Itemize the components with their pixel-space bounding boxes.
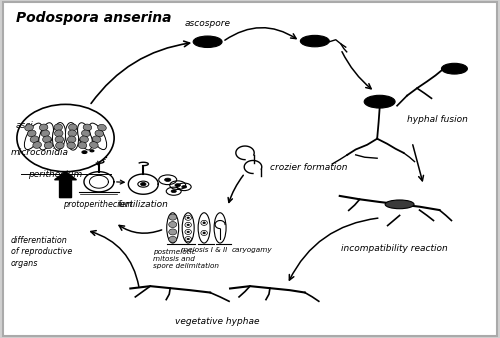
Ellipse shape xyxy=(55,136,64,143)
Ellipse shape xyxy=(66,123,78,150)
Text: incompatibility reaction: incompatibility reaction xyxy=(341,244,448,253)
Text: asci: asci xyxy=(16,121,34,130)
Ellipse shape xyxy=(198,213,210,243)
Ellipse shape xyxy=(187,217,190,219)
Ellipse shape xyxy=(166,213,178,243)
Ellipse shape xyxy=(44,142,53,149)
Ellipse shape xyxy=(193,36,222,47)
Ellipse shape xyxy=(41,130,50,137)
Ellipse shape xyxy=(68,130,76,137)
Text: crozier formation: crozier formation xyxy=(270,163,347,172)
Ellipse shape xyxy=(89,123,106,150)
Ellipse shape xyxy=(78,123,92,150)
Ellipse shape xyxy=(68,136,76,143)
Ellipse shape xyxy=(82,151,87,153)
Ellipse shape xyxy=(168,236,176,242)
Ellipse shape xyxy=(168,221,176,227)
Ellipse shape xyxy=(78,142,87,149)
Ellipse shape xyxy=(95,130,104,137)
Text: ascospore: ascospore xyxy=(184,19,230,28)
Text: differentiation
of reproductive
organs: differentiation of reproductive organs xyxy=(10,236,72,267)
Text: hyphal fusion: hyphal fusion xyxy=(407,115,468,124)
Ellipse shape xyxy=(54,124,62,131)
Polygon shape xyxy=(54,172,76,198)
Ellipse shape xyxy=(68,124,77,131)
Ellipse shape xyxy=(175,184,180,187)
Ellipse shape xyxy=(80,136,88,143)
Ellipse shape xyxy=(171,190,176,193)
Ellipse shape xyxy=(82,130,90,137)
Ellipse shape xyxy=(300,35,330,47)
Ellipse shape xyxy=(83,124,92,131)
Ellipse shape xyxy=(187,238,190,240)
Ellipse shape xyxy=(385,200,414,209)
Text: microconidia: microconidia xyxy=(10,148,68,158)
Ellipse shape xyxy=(92,136,101,143)
Ellipse shape xyxy=(56,142,64,149)
Ellipse shape xyxy=(24,124,34,131)
Ellipse shape xyxy=(90,142,98,148)
Ellipse shape xyxy=(214,213,226,243)
Text: meiosis I & II: meiosis I & II xyxy=(181,247,228,253)
Ellipse shape xyxy=(54,130,63,137)
Text: caryogamy: caryogamy xyxy=(232,247,272,253)
Ellipse shape xyxy=(203,232,205,234)
Text: fertilization: fertilization xyxy=(118,200,168,209)
Ellipse shape xyxy=(33,142,42,148)
Ellipse shape xyxy=(90,150,94,152)
Ellipse shape xyxy=(67,142,76,149)
Ellipse shape xyxy=(24,123,42,150)
Ellipse shape xyxy=(30,136,39,143)
Ellipse shape xyxy=(203,222,205,224)
Ellipse shape xyxy=(187,224,190,226)
Ellipse shape xyxy=(17,104,114,172)
Ellipse shape xyxy=(187,231,190,233)
Ellipse shape xyxy=(98,124,106,131)
Ellipse shape xyxy=(182,186,186,188)
Text: protoperithecium: protoperithecium xyxy=(63,200,132,209)
FancyBboxPatch shape xyxy=(3,2,497,336)
Ellipse shape xyxy=(364,95,395,108)
Ellipse shape xyxy=(140,183,146,186)
Ellipse shape xyxy=(40,124,48,131)
Ellipse shape xyxy=(42,136,51,143)
Text: vegetative hyphae: vegetative hyphae xyxy=(176,317,260,326)
Ellipse shape xyxy=(38,123,54,150)
Ellipse shape xyxy=(52,123,66,150)
Ellipse shape xyxy=(168,229,176,235)
Ellipse shape xyxy=(182,213,194,243)
Text: perithecium: perithecium xyxy=(28,170,82,179)
Text: postmeiotic
mitosis and
spore delimitation: postmeiotic mitosis and spore delimitati… xyxy=(153,249,219,269)
Ellipse shape xyxy=(28,130,36,137)
Ellipse shape xyxy=(168,214,176,220)
Ellipse shape xyxy=(442,63,468,74)
Ellipse shape xyxy=(164,178,171,182)
Text: Podospora anserina: Podospora anserina xyxy=(16,11,171,25)
